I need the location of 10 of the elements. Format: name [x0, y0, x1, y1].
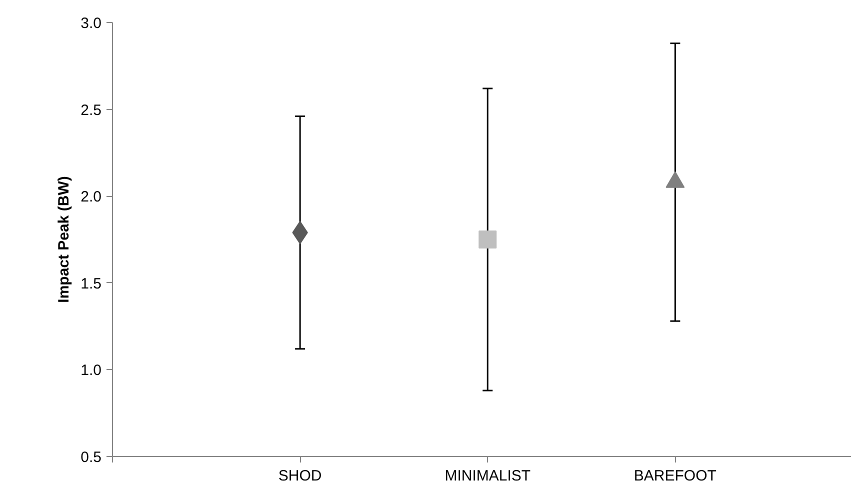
y-tick-label: 0.5: [80, 449, 102, 466]
y-tick-label: 1.0: [80, 362, 102, 380]
x-tick-label: MINIMALIST: [444, 468, 531, 484]
y-tick-label: 2.5: [80, 102, 102, 119]
x-tick-label: SHOD: [278, 468, 322, 484]
x-tick-label: BAREFOOT: [634, 468, 716, 484]
y-axis-title: Impact Peak (BW): [56, 176, 73, 303]
y-tick-label: 2.0: [80, 188, 102, 206]
y-tick-label: 3.0: [80, 15, 102, 32]
y-tick-label: 1.5: [80, 275, 102, 292]
